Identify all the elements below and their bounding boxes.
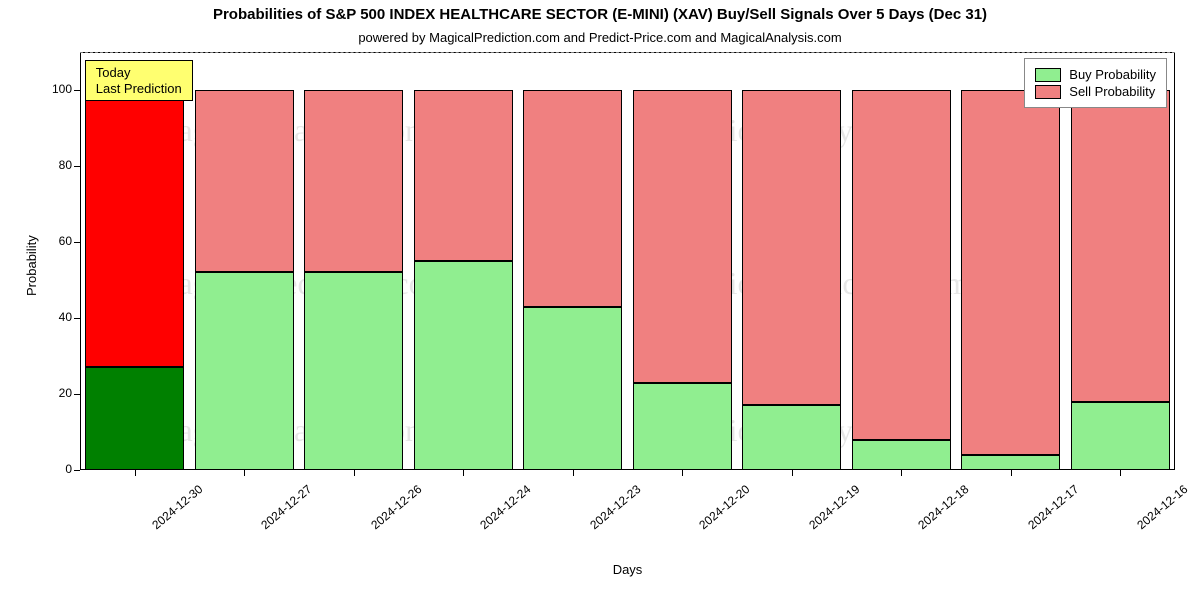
bar-sell bbox=[195, 90, 294, 272]
x-tick-label: 2024-12-30 bbox=[149, 482, 205, 532]
gridline-top bbox=[80, 52, 1175, 53]
x-tick bbox=[573, 470, 574, 476]
bar-buy bbox=[195, 272, 294, 470]
y-tick-label: 0 bbox=[32, 462, 72, 476]
legend-item-sell: Sell Probability bbox=[1035, 84, 1156, 99]
bar-buy bbox=[961, 455, 1060, 470]
bar-buy bbox=[742, 405, 841, 470]
x-tick-label: 2024-12-20 bbox=[697, 482, 753, 532]
x-tick bbox=[1011, 470, 1012, 476]
x-tick-label: 2024-12-19 bbox=[806, 482, 862, 532]
y-tick bbox=[74, 166, 80, 167]
x-tick bbox=[135, 470, 136, 476]
y-tick bbox=[74, 90, 80, 91]
x-tick bbox=[682, 470, 683, 476]
chart-container: Probabilities of S&P 500 INDEX HEALTHCAR… bbox=[0, 0, 1200, 600]
bar-buy bbox=[852, 440, 951, 470]
y-axis-label: Probability bbox=[24, 235, 39, 296]
x-tick bbox=[463, 470, 464, 476]
bar-sell bbox=[633, 90, 732, 383]
y-tick bbox=[74, 318, 80, 319]
y-tick-label: 100 bbox=[32, 82, 72, 96]
chart-title: Probabilities of S&P 500 INDEX HEALTHCAR… bbox=[0, 6, 1200, 23]
legend-swatch-buy bbox=[1035, 68, 1061, 82]
x-tick bbox=[244, 470, 245, 476]
x-tick-label: 2024-12-16 bbox=[1135, 482, 1191, 532]
x-tick-label: 2024-12-23 bbox=[587, 482, 643, 532]
y-tick bbox=[74, 394, 80, 395]
bar-sell bbox=[852, 90, 951, 440]
y-tick bbox=[74, 242, 80, 243]
today-label-box: Today Last Prediction bbox=[85, 60, 193, 101]
legend-label-sell: Sell Probability bbox=[1069, 84, 1155, 99]
chart-subtitle: powered by MagicalPrediction.com and Pre… bbox=[0, 30, 1200, 45]
x-tick-label: 2024-12-27 bbox=[259, 482, 315, 532]
y-tick-label: 40 bbox=[32, 310, 72, 324]
bar-buy bbox=[523, 307, 622, 470]
bar-sell bbox=[85, 90, 184, 367]
y-tick-label: 20 bbox=[32, 386, 72, 400]
x-tick-label: 2024-12-18 bbox=[916, 482, 972, 532]
legend-label-buy: Buy Probability bbox=[1069, 67, 1156, 82]
bar-buy bbox=[633, 383, 732, 470]
legend: Buy Probability Sell Probability bbox=[1024, 58, 1167, 108]
bar-sell bbox=[961, 90, 1060, 455]
bar-sell bbox=[1071, 90, 1170, 402]
bar-buy bbox=[85, 367, 184, 470]
bar-sell bbox=[414, 90, 513, 261]
x-axis-label: Days bbox=[80, 562, 1175, 577]
x-tick bbox=[792, 470, 793, 476]
y-tick-label: 80 bbox=[32, 158, 72, 172]
bar-buy bbox=[304, 272, 403, 470]
x-tick bbox=[901, 470, 902, 476]
bar-buy bbox=[1071, 402, 1170, 470]
x-tick-label: 2024-12-26 bbox=[368, 482, 424, 532]
x-tick-label: 2024-12-24 bbox=[478, 482, 534, 532]
bar-sell bbox=[304, 90, 403, 272]
bar-sell bbox=[742, 90, 841, 405]
bar-sell bbox=[523, 90, 622, 307]
today-label-line-1: Today bbox=[96, 65, 182, 81]
x-tick bbox=[1120, 470, 1121, 476]
x-tick bbox=[354, 470, 355, 476]
y-tick bbox=[74, 470, 80, 471]
legend-item-buy: Buy Probability bbox=[1035, 67, 1156, 82]
x-tick-label: 2024-12-17 bbox=[1025, 482, 1081, 532]
bar-buy bbox=[414, 261, 513, 470]
today-label-line-2: Last Prediction bbox=[96, 81, 182, 97]
legend-swatch-sell bbox=[1035, 85, 1061, 99]
